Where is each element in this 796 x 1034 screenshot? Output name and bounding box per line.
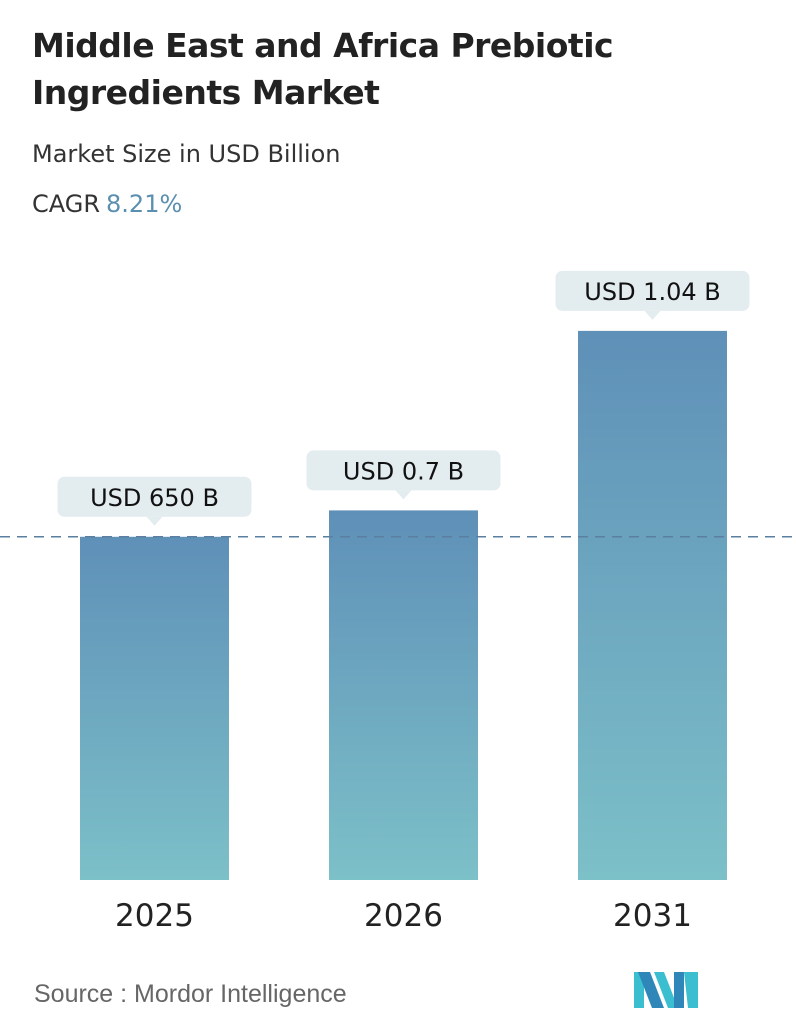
cagr-label: CAGR bbox=[32, 190, 101, 218]
bar-2031 bbox=[578, 330, 727, 880]
bar-2026 bbox=[329, 510, 478, 880]
bar-chart: USD 650 B 2025 USD 0.7 B 2026 USD 1.04 B 2031 bbox=[0, 270, 796, 934]
data-label: USD 650 B bbox=[90, 484, 219, 512]
data-label-pointer bbox=[395, 490, 412, 500]
x-tick-label: 2031 bbox=[613, 898, 692, 934]
data-label-pointer bbox=[146, 516, 163, 526]
mordor-logo bbox=[634, 972, 698, 1008]
cagr: CAGR 8.21% bbox=[32, 190, 182, 218]
data-label: USD 0.7 B bbox=[343, 457, 464, 485]
data-label-box bbox=[57, 476, 252, 517]
data-label-pointer bbox=[644, 310, 661, 320]
chart-subtitle: Market Size in USD Billion bbox=[32, 140, 341, 168]
source-text: Source : Mordor Intelligence bbox=[34, 980, 347, 1008]
x-tick-label: 2025 bbox=[115, 898, 194, 934]
chart-title: Middle East and Africa Prebiotic Ingredi… bbox=[32, 26, 614, 112]
cagr-value: 8.21% bbox=[106, 190, 183, 218]
bar-2025 bbox=[80, 536, 229, 880]
data-label-box bbox=[555, 270, 750, 311]
x-tick-label: 2026 bbox=[364, 898, 443, 934]
data-label-box bbox=[306, 450, 501, 491]
data-label: USD 1.04 B bbox=[584, 278, 720, 306]
